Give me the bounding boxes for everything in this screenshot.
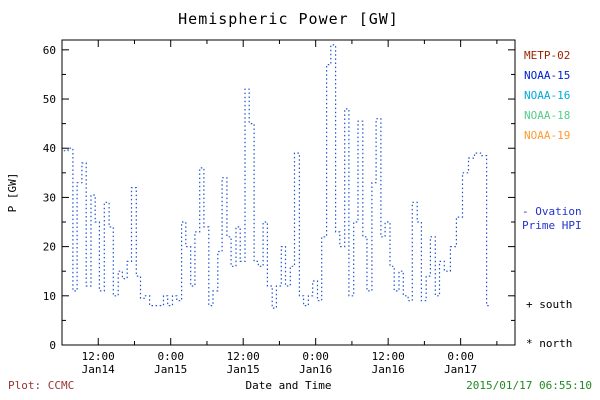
y-tick-label: 0 [49,339,56,352]
x-tick-time: 0:00 [302,350,329,363]
legend-hpi-line1: - Ovation [522,205,582,218]
x-tick-date: Jan14 [82,363,115,376]
legend-item-metp-02: METP-02 [524,49,571,62]
legend-item-noaa-16: NOAA-16 [524,89,571,102]
legend-hpi-line2: Prime HPI [522,219,582,232]
legend-item-noaa-18: NOAA-18 [524,109,571,122]
x-tick-date: Jan15 [227,363,260,376]
x-tick-date: Jan16 [299,363,332,376]
y-tick-label: 40 [43,142,56,155]
legend-item-noaa-19: NOAA-19 [524,129,571,142]
y-tick-label: 50 [43,93,56,106]
x-axis-title: Date and Time [245,379,332,392]
x-tick-time: 12:00 [372,350,405,363]
legend-item-noaa-15: NOAA-15 [524,69,571,82]
y-tick-label: 30 [43,191,56,204]
x-tick-time: 0:00 [157,350,184,363]
legend-hpi: - Ovation Prime HPI [522,205,582,233]
legend-marker-north: * north [526,337,573,350]
plot-timestamp: 2015/01/17 06:55:10 [466,379,592,392]
x-tick-time: 12:00 [227,350,260,363]
legend-marker-south: + south [526,298,573,311]
x-tick-time: 0:00 [447,350,474,363]
x-tick-date: Jan15 [154,363,187,376]
hpi-series [63,44,491,309]
y-tick-label: 60 [43,44,56,57]
x-tick-date: Jan17 [444,363,477,376]
chart-title: Hemispheric Power [GW] [178,10,399,28]
plot-credit: Plot: CCMC [8,379,75,392]
satellite-legend: METP-02 NOAA-15 NOAA-16 NOAA-18 NOAA-19 [524,46,570,146]
plot-frame [61,39,516,346]
x-tick-date: Jan16 [372,363,405,376]
y-axis-label: P [GW] [6,173,19,213]
x-tick-time: 12:00 [82,350,115,363]
y-tick-label: 10 [43,290,56,303]
y-tick-label: 20 [43,241,56,254]
